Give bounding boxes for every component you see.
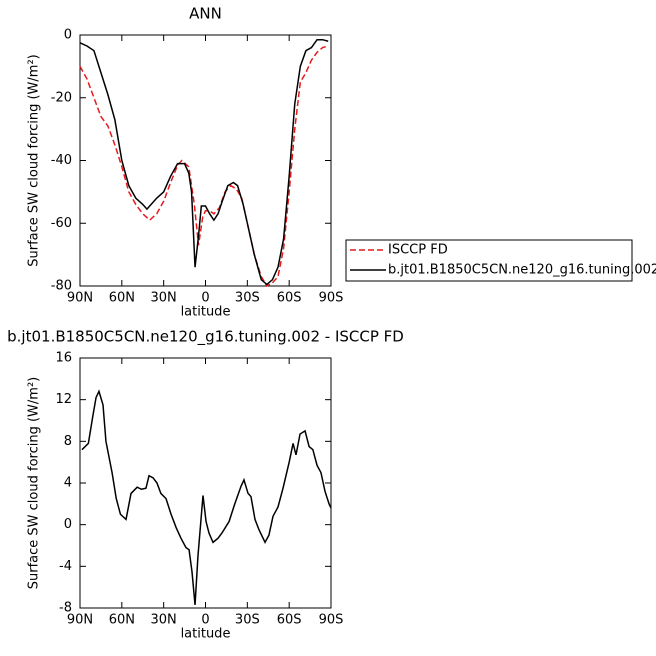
y-tick-label: 8 [64, 434, 72, 449]
y-axis-label: Surface SW cloud forcing (W/m²) [27, 54, 42, 266]
chart-title: b.jt01.B1850C5CN.ne120_g16.tuning.002 - … [7, 328, 404, 347]
x-tick-label: 90N [67, 613, 93, 628]
x-tick-label: 60S [277, 291, 302, 306]
x-axis-label: latitude [181, 305, 231, 320]
y-tick-label: 0 [64, 28, 72, 43]
x-tick-label: 60N [109, 613, 135, 628]
y-tick-label: -60 [51, 216, 72, 231]
x-tick-label: 90N [67, 291, 93, 306]
legend-label: b.jt01.B1850C5CN.ne120_g16.tuning.002 [388, 263, 656, 278]
y-tick-label: 12 [55, 392, 72, 407]
plot-frame [79, 357, 332, 609]
x-tick-label: 0 [201, 291, 209, 306]
y-tick-label: 0 [64, 517, 72, 532]
legend-label: ISCCP FD [388, 243, 448, 258]
y-tick-label: 16 [55, 351, 72, 366]
y-tick-label: -20 [51, 90, 72, 105]
x-tick-label: 60N [109, 291, 135, 306]
x-tick-label: 60S [277, 613, 302, 628]
x-tick-label: 30S [235, 613, 260, 628]
x-tick-label: 90S [319, 613, 344, 628]
y-tick-label: -40 [51, 153, 72, 168]
y-tick-label: -80 [51, 279, 72, 294]
data-line [79, 38, 329, 286]
legend-box [345, 239, 633, 282]
x-tick-label: 90S [319, 291, 344, 306]
data-line [79, 45, 329, 288]
y-tick-label: -8 [59, 601, 72, 616]
x-tick-label: 30N [151, 291, 177, 306]
x-tick-label: 30N [151, 613, 177, 628]
y-tick-label: 4 [64, 476, 72, 491]
y-axis-label: Surface SW cloud forcing (W/m²) [27, 377, 42, 589]
y-tick-label: -4 [59, 559, 72, 574]
chart-title: ANN [189, 5, 222, 23]
x-axis-label: latitude [181, 627, 231, 642]
plot-frame [79, 34, 332, 287]
data-line [81, 389, 332, 605]
x-tick-label: 30S [235, 291, 260, 306]
x-tick-label: 0 [201, 613, 209, 628]
